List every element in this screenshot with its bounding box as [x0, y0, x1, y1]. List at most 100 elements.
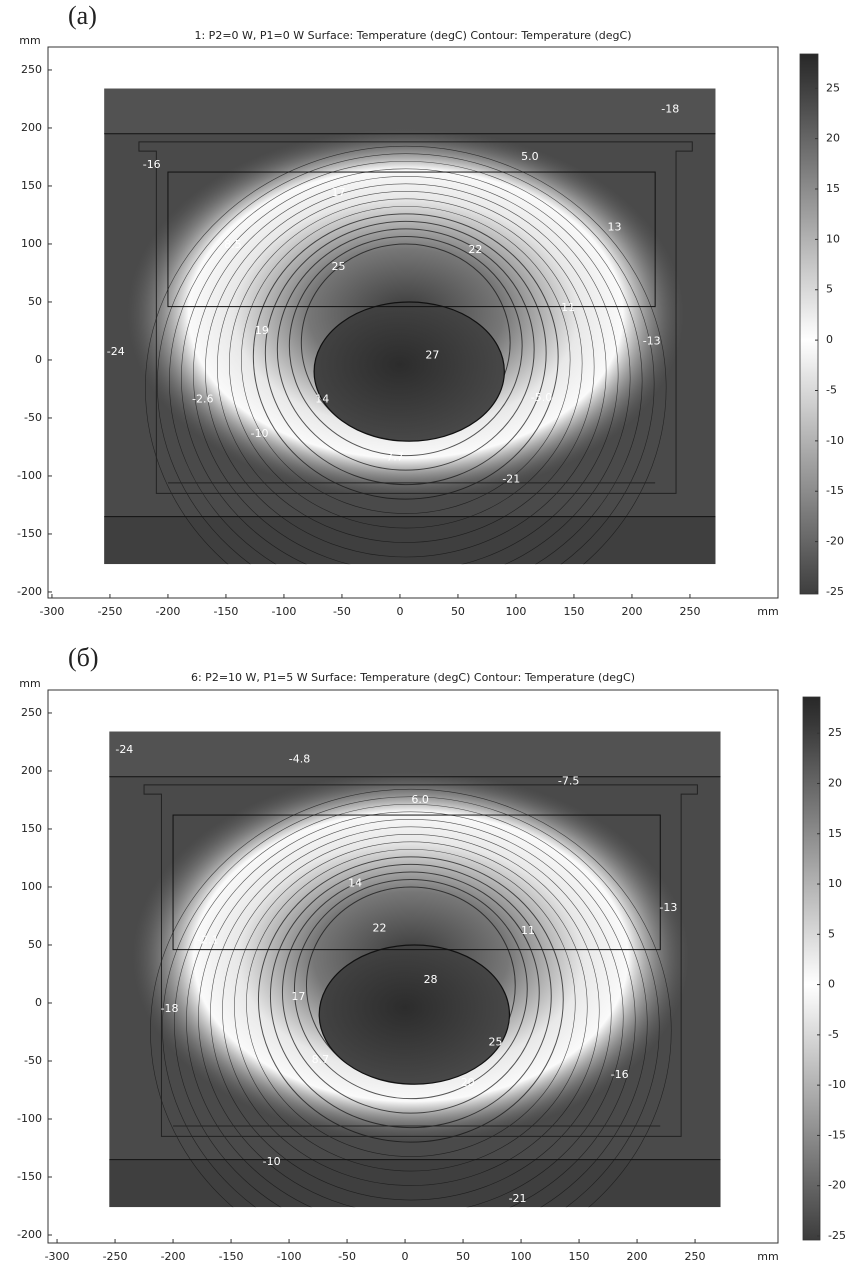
contour-label: 14: [348, 876, 362, 889]
x-tick-label: -300: [45, 1250, 70, 1263]
y-tick-label: -150: [17, 1170, 42, 1183]
colorbar-tick-label: 20: [828, 776, 842, 789]
colorbar-tick-label: 0: [828, 978, 835, 991]
y-tick-label: -50: [24, 411, 42, 424]
x-tick-label: 250: [685, 1250, 706, 1263]
y-tick-label: 50: [28, 938, 42, 951]
contour-label: -16: [143, 158, 161, 171]
colorbar-tick-label: 10: [828, 877, 842, 890]
colorbar: [802, 696, 821, 1241]
x-tick-label: 250: [679, 605, 700, 618]
colorbar-tick-label: 15: [826, 182, 840, 195]
contour-line: [222, 834, 600, 1186]
contour-label: 14: [315, 392, 329, 405]
x-tick-label: -250: [97, 605, 122, 618]
panel-label: (a): [68, 1, 97, 30]
contour-label: -21: [509, 1192, 527, 1205]
contour-line: [205, 183, 607, 558]
x-tick-label: -100: [277, 1250, 302, 1263]
contour-line: [257, 856, 564, 1143]
contour-line: [169, 161, 643, 565]
y-tick-label: -200: [17, 1228, 42, 1241]
contour-label: -10: [263, 1155, 281, 1168]
y-tick-label: 0: [35, 353, 42, 366]
colorbar-tick-label: -10: [828, 1078, 846, 1091]
contour-label: 27: [425, 348, 439, 361]
contour-line: [288, 235, 523, 457]
colorbar-tick-label: -20: [826, 535, 844, 548]
contour-label: 11: [561, 301, 575, 314]
x-tick-label: -200: [155, 605, 180, 618]
contour-label: 8.7: [312, 1053, 330, 1066]
colorbar-tick-label: 25: [828, 726, 842, 739]
y-tick-label: 200: [21, 764, 42, 777]
contour-label: -4.8: [289, 752, 310, 765]
contour-line: [150, 788, 672, 1208]
field: [104, 88, 716, 565]
contour-plot: (a) 1: P2=0 W, P1=0 W Surface: Temperatur…: [17, 1, 844, 618]
contour-line: [157, 153, 655, 565]
contour-line: [241, 206, 571, 514]
contour-label: -10: [251, 427, 269, 440]
y-tick-label: 150: [21, 179, 42, 192]
colorbar-tick-label: -5: [828, 1028, 839, 1041]
contour-label: -13: [659, 901, 677, 914]
contour-line: [281, 871, 540, 1114]
contour-line: [252, 213, 559, 500]
x-tick-label: 150: [563, 605, 584, 618]
contour-label: 8.5: [224, 238, 242, 251]
contour-line: [162, 796, 660, 1208]
x-tick-label: -200: [161, 1250, 186, 1263]
contour-line: [269, 863, 552, 1129]
contour-line: [193, 176, 619, 565]
y-tick-label: -100: [17, 1112, 42, 1125]
contour-label: 25: [331, 260, 345, 273]
contour-label: -16: [611, 1068, 629, 1081]
contour-label: -18: [661, 102, 679, 115]
contour-label: 22: [468, 243, 482, 256]
contour-label: -7.5: [558, 774, 579, 787]
bottom-band: [109, 1159, 721, 1208]
contour-line: [217, 191, 595, 543]
x-tick-label: 50: [456, 1250, 470, 1263]
contour-line: [234, 841, 588, 1172]
x-tick-label: 50: [451, 605, 465, 618]
colorbar-tick-label: -25: [828, 1229, 846, 1242]
contour-label: 28: [424, 973, 438, 986]
colorbar-tick-label: -10: [826, 434, 844, 447]
contour-label: -2.6: [192, 392, 213, 405]
colorbar-tick-label: 5: [826, 283, 833, 296]
y-tick-label: -50: [24, 1054, 42, 1067]
y-tick-label: 250: [21, 706, 42, 719]
contour-label: 17: [291, 990, 305, 1003]
colorbar-tick-label: -15: [826, 484, 844, 497]
contour-label: -7.7: [382, 450, 403, 463]
contour-plot: (б) 6: P2=10 W, P1=5 W Surface: Temperatu…: [17, 643, 846, 1263]
y-tick-label: 50: [28, 295, 42, 308]
contour-label: -5.0: [531, 391, 552, 404]
contour-line: [246, 849, 576, 1157]
contour-line: [198, 819, 624, 1208]
colorbar-tick-label: 10: [826, 232, 840, 245]
contour-label: 20: [461, 1076, 475, 1089]
top-band: [109, 731, 721, 777]
x-tick-label: -50: [338, 1250, 356, 1263]
y-tick-label: 100: [21, 880, 42, 893]
contour-label: 6.0: [411, 793, 429, 806]
colorbar-tick-label: -20: [828, 1179, 846, 1192]
contour-line: [293, 878, 528, 1100]
colorbar-tick-label: 5: [828, 927, 835, 940]
enclosure: [138, 141, 693, 494]
contour-label: 17: [331, 186, 345, 199]
x-tick-label: 0: [396, 605, 403, 618]
x-tick-label: 150: [569, 1250, 590, 1263]
hot-core: [318, 944, 511, 1085]
y-tick-label: 100: [21, 237, 42, 250]
colorbar-tick-label: -15: [828, 1128, 846, 1141]
y-axis-unit: mm: [19, 677, 40, 690]
contour-label: -21: [502, 472, 520, 485]
contour-label: 13: [608, 221, 622, 234]
contour-label: -2.1: [197, 933, 218, 946]
field: [109, 731, 721, 1208]
